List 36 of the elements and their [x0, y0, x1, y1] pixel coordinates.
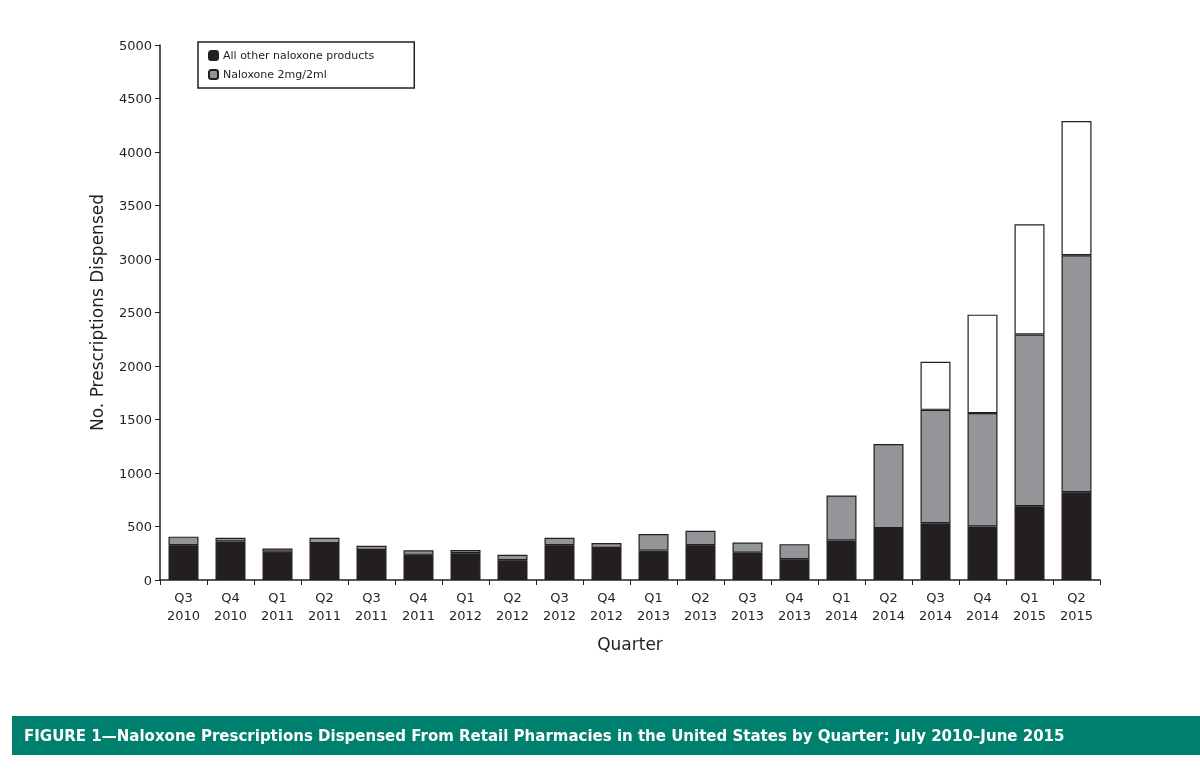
x-tick-label: Q1 2014 — [824, 589, 859, 623]
y-tick-label: 1500 — [118, 412, 152, 427]
x-tick-label: Q2 2014 — [871, 589, 906, 623]
y-tick-label: 5000 — [118, 37, 152, 53]
y-tick-label: 3500 — [118, 198, 152, 213]
x-tick-label: Q4 2014 — [965, 589, 1000, 623]
text: FIGURE 1—Naloxone Prescriptions Dispensed From Retail Pharmacies in the United States by Quarter: July 2010–June 2015 — [24, 726, 1065, 745]
x-tick-label: Q4 2010 — [213, 589, 248, 623]
x-tick-label: Q1 2011 — [260, 589, 295, 623]
legend-label: All other naloxone products — [223, 49, 375, 62]
x-tick-label: Q3 2013 — [730, 589, 765, 623]
y-tick-label: 2500 — [118, 305, 152, 320]
x-tick-label: Q1 2012 — [448, 589, 483, 623]
x-tick-label: Q4 2013 — [777, 589, 812, 623]
y-tick-label: 4500 — [118, 91, 152, 106]
x-tick-label: Q4 2012 — [589, 589, 624, 623]
y-tick-label: 4000 — [118, 144, 152, 160]
y-tick-label: 0 — [143, 572, 152, 588]
x-tick-label: Q2 2012 — [495, 589, 530, 623]
x-tick-label: Q2 2013 — [683, 589, 718, 623]
legend-label: Naloxone 2mg/2ml — [223, 68, 327, 81]
y-axis-title: No. Prescriptions Dispensed — [86, 194, 107, 431]
x-axis-title: Quarter — [597, 633, 663, 654]
y-tick-label: 1000 — [118, 465, 152, 481]
x-tick-label: Q2 2015 — [1059, 589, 1094, 623]
y-tick-label: 500 — [127, 519, 152, 534]
x-tick-label: Q3 2010 — [166, 589, 201, 623]
x-tick-label: Q1 2013 — [636, 589, 671, 623]
x-tick-label: Q4 2011 — [401, 589, 436, 623]
x-tick-label: Q3 2011 — [354, 589, 389, 623]
x-tick-label: Q2 2011 — [307, 589, 342, 623]
y-tick-label: 2000 — [118, 358, 152, 374]
x-tick-label: Q1 2015 — [1012, 589, 1047, 623]
y-tick-label: 3000 — [118, 251, 152, 267]
x-tick-label: Q3 2012 — [542, 589, 577, 623]
x-tick-label: Q3 2014 — [918, 589, 953, 623]
